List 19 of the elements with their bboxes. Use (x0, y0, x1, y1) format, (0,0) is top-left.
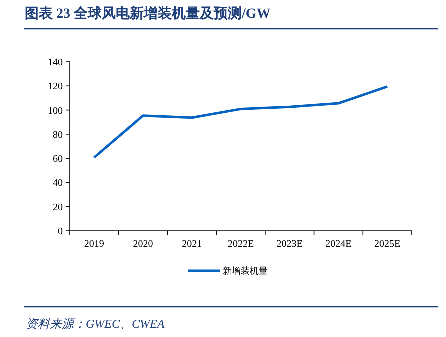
y-tick-label: 40 (53, 178, 63, 190)
x-tick-label: 2022E (228, 239, 254, 250)
legend-label: 新增装机量 (223, 266, 268, 276)
x-tick-label: 2023E (276, 239, 303, 250)
y-tick-label: 100 (48, 106, 63, 117)
line-series (93, 85, 389, 159)
x-tick-label: 2024E (326, 239, 352, 250)
y-tick-label: 80 (53, 130, 63, 141)
x-tick-label: 2019 (84, 239, 104, 250)
chart-title: 图表 23 全球风电新增装机量及预测/GW (25, 5, 271, 22)
text: 资料来源：GWEC、CWEA (26, 317, 166, 331)
y-tick-label: 60 (53, 154, 63, 166)
x-tick-label: 2025E (374, 239, 401, 250)
y-tick-label: 20 (53, 202, 63, 214)
x-tick-label: 2021 (182, 239, 202, 250)
y-tick-label: 120 (48, 82, 63, 93)
y-tick-label: 140 (48, 58, 63, 68)
x-tick-label: 2020 (133, 239, 154, 250)
y-tick-label: 0 (58, 226, 63, 238)
